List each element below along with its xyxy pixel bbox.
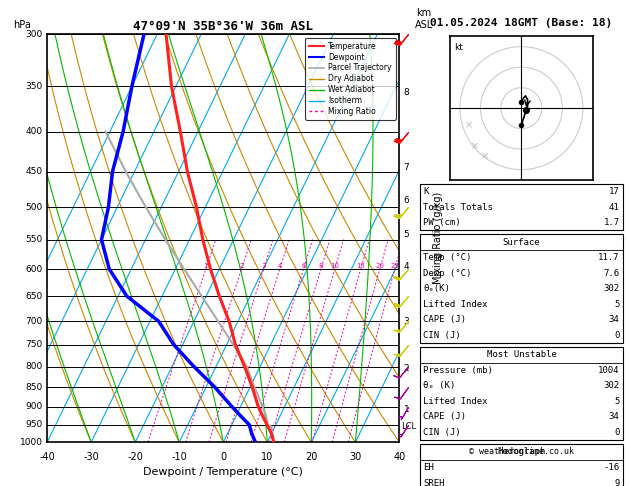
Text: 2: 2 [239,263,243,269]
Text: 450: 450 [26,167,43,176]
Text: 500: 500 [26,203,43,212]
Text: 6: 6 [404,196,409,205]
Text: 4: 4 [277,263,282,269]
Text: 41: 41 [609,203,620,211]
Text: Totals Totals: Totals Totals [423,203,493,211]
Text: 350: 350 [26,82,43,91]
Text: θₑ(K): θₑ(K) [423,284,450,293]
Text: $\times$: $\times$ [470,141,479,151]
Text: CAPE (J): CAPE (J) [423,315,466,324]
Text: 0: 0 [614,331,620,340]
Text: 5: 5 [614,397,620,406]
Text: $\times$: $\times$ [464,120,473,131]
Text: -40: -40 [39,452,55,463]
Text: hPa: hPa [14,20,31,30]
Text: 750: 750 [26,340,43,349]
Text: Hodograph: Hodograph [498,448,545,456]
X-axis label: Dewpoint / Temperature (°C): Dewpoint / Temperature (°C) [143,467,303,477]
Legend: Temperature, Dewpoint, Parcel Trajectory, Dry Adiabot, Wet Adiabot, Isotherm, Mi: Temperature, Dewpoint, Parcel Trajectory… [305,38,396,120]
Text: Dewp (°C): Dewp (°C) [423,269,472,278]
Text: Most Unstable: Most Unstable [486,350,557,359]
Text: 8: 8 [404,87,409,97]
Text: 9: 9 [614,479,620,486]
Text: 0: 0 [220,452,226,463]
Text: 7: 7 [404,163,409,172]
Text: 4: 4 [404,262,409,271]
Text: 1: 1 [204,263,208,269]
Text: K: K [423,187,429,196]
Text: 650: 650 [26,292,43,301]
Text: 950: 950 [26,420,43,429]
Text: 700: 700 [26,317,43,326]
Text: 17: 17 [609,187,620,196]
Text: 5: 5 [614,300,620,309]
Text: -30: -30 [83,452,99,463]
Text: 302: 302 [603,284,620,293]
Text: SREH: SREH [423,479,445,486]
Text: Surface: Surface [503,238,540,246]
Text: 15: 15 [356,263,365,269]
Text: 800: 800 [26,362,43,371]
Text: 10: 10 [261,452,274,463]
Text: 30: 30 [349,452,362,463]
Text: 8: 8 [319,263,323,269]
Text: 5: 5 [404,230,409,239]
Text: EH: EH [423,463,434,472]
Text: 600: 600 [26,264,43,274]
Text: 11.7: 11.7 [598,253,620,262]
Text: 850: 850 [26,382,43,392]
Text: PW (cm): PW (cm) [423,218,461,227]
Text: kt: kt [454,43,463,52]
Text: CAPE (J): CAPE (J) [423,413,466,421]
Text: -16: -16 [603,463,620,472]
Text: CIN (J): CIN (J) [423,331,461,340]
Text: 25: 25 [391,263,399,269]
Text: 550: 550 [26,235,43,244]
Text: km
ASL: km ASL [415,8,433,30]
Text: Mixing Ratio (g/kg): Mixing Ratio (g/kg) [433,192,443,284]
Text: © weatheronline.co.uk: © weatheronline.co.uk [469,447,574,456]
Text: 3: 3 [261,263,266,269]
Text: 400: 400 [26,127,43,136]
Text: 6: 6 [301,263,306,269]
Text: CIN (J): CIN (J) [423,428,461,437]
Text: 7.6: 7.6 [603,269,620,278]
Text: 20: 20 [305,452,318,463]
Text: Lifted Index: Lifted Index [423,300,488,309]
Title: 47°09'N 35B°36'W 36m ASL: 47°09'N 35B°36'W 36m ASL [133,20,313,33]
Text: 34: 34 [609,315,620,324]
Text: 300: 300 [26,30,43,38]
Text: LCL: LCL [401,422,416,431]
Text: 34: 34 [609,413,620,421]
Text: 0: 0 [614,428,620,437]
Text: 302: 302 [603,382,620,390]
Text: θₑ (K): θₑ (K) [423,382,455,390]
Text: 1000: 1000 [20,438,43,447]
Text: -20: -20 [127,452,143,463]
Text: 10: 10 [330,263,339,269]
Text: 3: 3 [404,317,409,326]
Text: Temp (°C): Temp (°C) [423,253,472,262]
Text: 2: 2 [404,364,409,373]
Text: 40: 40 [393,452,406,463]
Text: 20: 20 [376,263,384,269]
Text: Pressure (mb): Pressure (mb) [423,366,493,375]
Text: 1.7: 1.7 [603,218,620,227]
Text: -10: -10 [171,452,187,463]
Text: 01.05.2024 18GMT (Base: 18): 01.05.2024 18GMT (Base: 18) [430,18,613,28]
Text: 1: 1 [404,405,409,414]
Text: Lifted Index: Lifted Index [423,397,488,406]
Text: 900: 900 [26,402,43,411]
Text: $\times$: $\times$ [481,151,489,161]
Text: 1004: 1004 [598,366,620,375]
